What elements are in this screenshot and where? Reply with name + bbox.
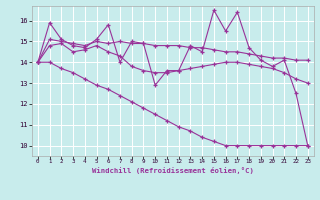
X-axis label: Windchill (Refroidissement éolien,°C): Windchill (Refroidissement éolien,°C) [92, 167, 254, 174]
